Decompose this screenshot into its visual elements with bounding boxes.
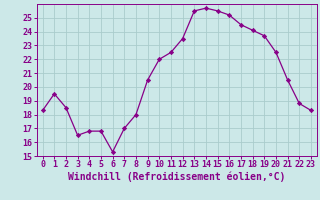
X-axis label: Windchill (Refroidissement éolien,°C): Windchill (Refroidissement éolien,°C) (68, 172, 285, 182)
